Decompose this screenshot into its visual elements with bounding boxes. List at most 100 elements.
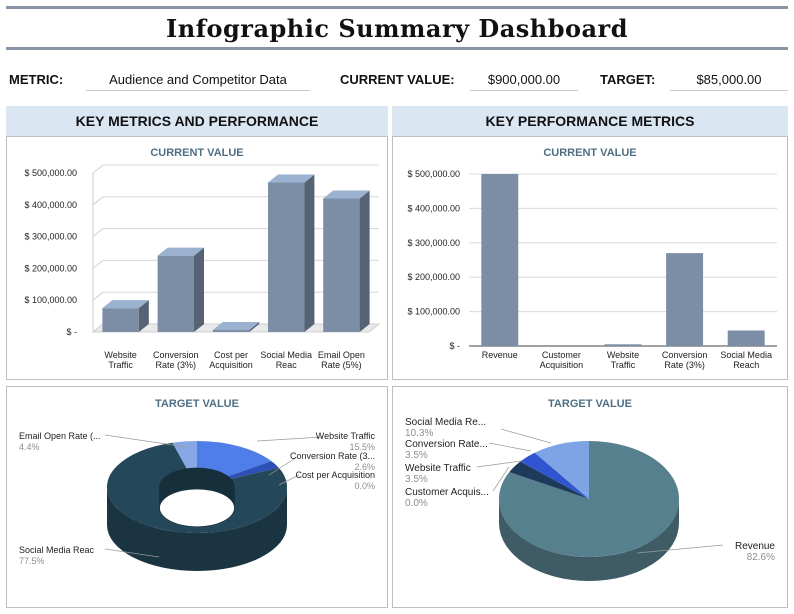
bar-side: [359, 190, 370, 332]
bar-front: [323, 198, 360, 332]
metric-label: METRIC:: [9, 72, 64, 87]
x-category-label: Conversion: [153, 350, 199, 360]
leader-line: [104, 434, 188, 448]
bar: [323, 190, 370, 332]
leader-line: [104, 548, 160, 558]
legend-label: Website Traffic: [316, 431, 376, 441]
leader-line: [636, 544, 724, 554]
legend-label: Email Open Rate (...: [19, 431, 101, 441]
legend-percent: 3.5%: [405, 450, 428, 461]
bar-side: [304, 174, 315, 332]
legend-percent: 77.5%: [19, 556, 45, 566]
leader-line: [488, 442, 532, 452]
legend-percent: 0.0%: [405, 498, 428, 509]
y-tick-label: $ 400,000.00: [24, 200, 77, 210]
x-category-label: Acquisition: [209, 360, 253, 370]
y-tick-label: $ 200,000.00: [407, 272, 460, 282]
bar-side: [249, 322, 260, 332]
donut-chart-panel: TARGET VALUE Website Traffic 15.5% Convers…: [6, 386, 388, 608]
y-tick-label: $ 200,000.00: [24, 263, 77, 273]
x-category-label: Social Media: [720, 350, 772, 360]
y-tick-label: $ 500,000.00: [407, 169, 460, 179]
legend-label: Cost per Acquisition: [295, 470, 375, 480]
bar-top: [323, 190, 370, 199]
x-category-label: Rate (3%): [664, 360, 705, 370]
target-label: TARGET:: [600, 72, 656, 87]
y-tick-label: $ 100,000.00: [24, 295, 77, 305]
bar-side: [138, 300, 149, 332]
bar: [267, 174, 315, 332]
leader-line: [492, 466, 510, 492]
page-title: Infographic Summary Dashboard: [166, 14, 628, 43]
chart-title: CURRENT VALUE: [150, 147, 244, 159]
bar-top: [212, 322, 260, 330]
bar: [157, 247, 205, 332]
leader-line: [278, 474, 300, 486]
y-tick-label: $ 500,000.00: [24, 168, 77, 178]
bar: [212, 322, 260, 332]
x-category-label: Customer: [542, 350, 581, 360]
bar-chart-panel-left: CURRENT VALUE $ 500,000.00 $ 400,000.00 $ …: [6, 136, 388, 380]
x-category-label: Traffic: [611, 360, 636, 370]
bar-top: [267, 174, 315, 183]
x-category-label: Rate (5%): [321, 360, 362, 370]
x-category-label: Website: [104, 350, 136, 360]
legend-percent: 3.5%: [405, 474, 428, 485]
bar: [666, 253, 704, 346]
y-tick-label: $ 100,000.00: [407, 307, 460, 317]
bar-top: [102, 300, 149, 309]
x-category-label: Conversion: [662, 350, 708, 360]
bar-top: [157, 247, 205, 256]
bar-side: [194, 247, 205, 332]
legend-percent: 10.3%: [405, 428, 433, 439]
legend-label: Social Media Reac: [19, 545, 95, 555]
bar-front: [267, 182, 305, 332]
gridline-diagonal: [92, 196, 104, 206]
slice: [509, 461, 589, 499]
target-value: $85,000.00: [670, 72, 788, 91]
bar-chart-panel-right: CURRENT VALUE $ 500,000.00 $ 400,000.00 $ …: [392, 136, 788, 380]
legend-label: Customer Acquis...: [405, 487, 489, 498]
bar: [727, 330, 765, 346]
legend-label: Social Media Re...: [405, 417, 486, 428]
title-bottom-rule: [6, 47, 788, 50]
bar-chart-left: $ 500,000.00 $ 400,000.00 $ 300,000.00 $ 20…: [24, 164, 381, 370]
metric-value: Audience and Competitor Data: [86, 72, 310, 91]
bar-front: [102, 308, 139, 332]
slice-side: [107, 487, 287, 571]
legend-percent: 15.5%: [349, 442, 375, 452]
section-header-left: KEY METRICS AND PERFORMANCE: [6, 106, 388, 136]
chart-title: CURRENT VALUE: [543, 147, 637, 159]
donut-hole-floor: [159, 490, 235, 526]
x-category-label: Cost per: [214, 350, 248, 360]
leader-line: [256, 436, 324, 442]
gridline-diagonal: [92, 260, 104, 269]
x-category-label: Website: [607, 350, 639, 360]
x-category-label: Revenue: [482, 350, 518, 360]
chart-title: TARGET VALUE: [548, 398, 632, 410]
legend-percent: 4.4%: [19, 442, 40, 452]
x-category-label: Reac: [276, 360, 298, 370]
leader-line: [476, 460, 522, 468]
gridline-diagonal: [92, 164, 104, 174]
y-tick-label: $ 300,000.00: [407, 238, 460, 248]
y-tick-label: $ 300,000.00: [24, 232, 77, 242]
bar-chart-right: $ 500,000.00 $ 400,000.00 $ 300,000.00 $ 20…: [407, 169, 777, 370]
legend-label: Revenue: [735, 541, 775, 552]
x-category-label: Email Open: [318, 350, 365, 360]
pie-chart-panel: TARGET VALUE Revenue 82.6% Customer Acquis…: [392, 386, 788, 608]
legend-percent: 2.6%: [354, 462, 375, 472]
slice: [498, 441, 679, 557]
section-header-right: KEY PERFORMANCE METRICS: [392, 106, 788, 136]
x-category-label: Traffic: [108, 360, 133, 370]
x-category-label: Acquisition: [540, 360, 584, 370]
legend-label: Website Traffic: [405, 463, 471, 474]
slice: [534, 441, 589, 499]
y-tick-label: $ -: [449, 341, 460, 351]
current-value-label: CURRENT VALUE:: [340, 72, 455, 87]
slice-side: [499, 499, 679, 581]
gridline-diagonal: [92, 291, 104, 301]
bar: [481, 174, 519, 346]
